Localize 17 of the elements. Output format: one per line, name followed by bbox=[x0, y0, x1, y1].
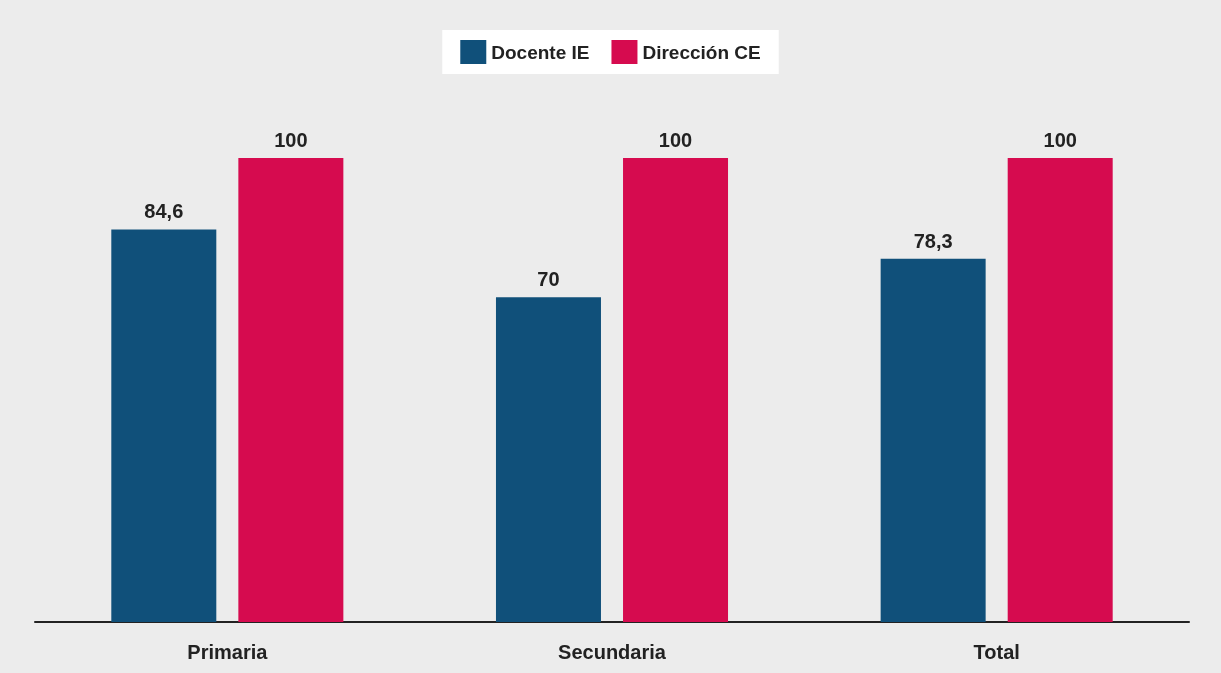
data-label: 84,6 bbox=[144, 200, 184, 223]
bar bbox=[1007, 158, 1113, 622]
x-tick-label: Primaria bbox=[187, 641, 269, 663]
data-label: 100 bbox=[658, 129, 693, 151]
x-tick-label: Secundaria bbox=[558, 641, 667, 663]
bar bbox=[238, 158, 344, 622]
data-label: 100 bbox=[1043, 129, 1077, 151]
data-label: 100 bbox=[274, 129, 308, 151]
x-tick-label: Total bbox=[973, 641, 1020, 663]
bar bbox=[880, 258, 986, 622]
data-label: 70 bbox=[537, 268, 560, 291]
legend-label: Dirección CE bbox=[642, 41, 761, 63]
bar bbox=[111, 229, 217, 622]
bar bbox=[623, 158, 729, 622]
data-label: 78,3 bbox=[913, 229, 953, 252]
legend-label: Docente IE bbox=[491, 41, 590, 63]
bar bbox=[495, 297, 601, 622]
